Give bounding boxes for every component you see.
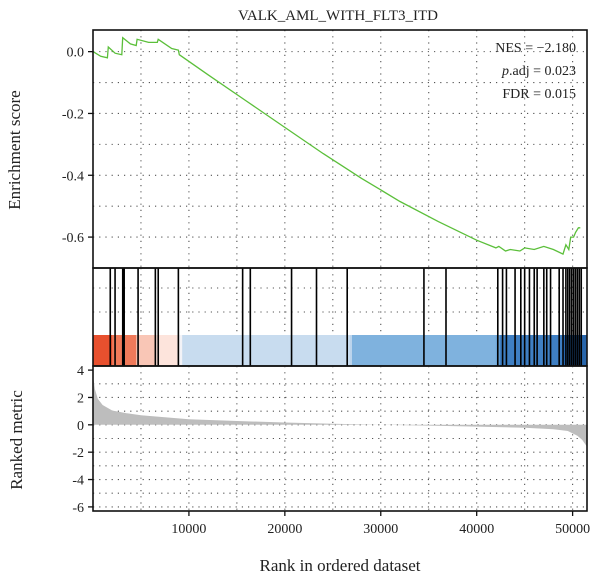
x-axis: 10000 20000 30000 40000 50000: [171, 511, 590, 537]
x-axis-label: Rank in ordered dataset: [260, 556, 421, 575]
rm-tick-label: -4: [72, 474, 84, 489]
nes-stat: NES = −2.180: [495, 41, 576, 56]
color-bar-segment: [177, 335, 183, 366]
es-gridlines: [93, 30, 587, 268]
rm-tick-label: -2: [72, 446, 84, 461]
gene-hits-panel: [92, 267, 588, 367]
chart-title: VALK_AML_WITH_FLT3_ITD: [238, 8, 438, 24]
es-tick-label: 0.0: [67, 46, 85, 61]
x-tick-label: 20000: [267, 522, 302, 537]
hits-gridlines: [93, 268, 587, 335]
es-tick-label: -0.4: [62, 169, 84, 184]
stats-box: NES = −2.180 p.adj = 0.023 FDR = 0.015: [495, 41, 576, 102]
rm-y-axis: 4 2 0 -2 -4 -6: [72, 364, 93, 516]
color-bar-segment: [155, 335, 178, 366]
rm-tick-label: 0: [77, 419, 84, 434]
color-bar-segment: [136, 335, 156, 366]
rm-axis-label: Ranked metric: [7, 390, 26, 490]
x-tick-label: 50000: [555, 522, 590, 537]
rm-tick-label: 4: [77, 364, 84, 379]
ranked-metric-area: [93, 375, 587, 447]
enrichment-score-panel: 0.0 -0.2 -0.4 -0.6 Enrichment score NES = −…: [5, 29, 588, 269]
rm-tick-label: 2: [77, 391, 84, 406]
rank-color-bar: [93, 335, 588, 366]
rm-panel-frame: [92, 365, 588, 512]
color-bar-segment: [499, 335, 564, 366]
es-tick-label: -0.6: [62, 231, 84, 246]
gene-hit-marks: [109, 268, 583, 366]
padj-stat: p.adj = 0.023: [501, 64, 576, 79]
color-bar-segment: [93, 335, 113, 366]
x-tick-label: 40000: [459, 522, 494, 537]
rm-gridlines: [93, 366, 587, 511]
x-tick-label: 10000: [171, 522, 206, 537]
color-bar-segment: [182, 335, 351, 366]
x-tick-label: 30000: [363, 522, 398, 537]
color-bar-segment: [350, 335, 353, 366]
padj-value: .adj = 0.023: [509, 64, 576, 79]
fdr-stat: FDR = 0.015: [502, 87, 576, 102]
es-tick-label: -0.2: [62, 107, 84, 122]
rm-tick-label: -6: [72, 501, 84, 516]
padj-italic: p: [501, 64, 509, 79]
es-y-axis: 0.0 -0.2 -0.4 -0.6: [62, 46, 93, 246]
ranked-metric-panel: 4 2 0 -2 -4 -6 10000 20000 30000 40000 50000 Rank…: [7, 364, 590, 575]
enrichment-score-line: [92, 36, 581, 256]
es-axis-label: Enrichment score: [5, 90, 24, 209]
